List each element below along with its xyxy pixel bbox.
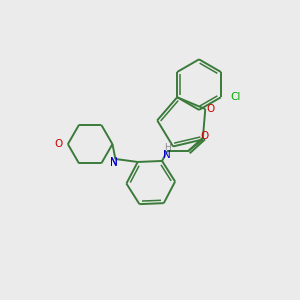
- Text: N: N: [110, 157, 118, 167]
- Text: O: O: [54, 139, 62, 149]
- Text: O: O: [206, 104, 215, 114]
- Text: N: N: [110, 158, 118, 168]
- Text: O: O: [201, 131, 209, 141]
- Text: Cl: Cl: [230, 92, 241, 102]
- Text: N: N: [163, 150, 171, 160]
- Text: H: H: [164, 143, 170, 152]
